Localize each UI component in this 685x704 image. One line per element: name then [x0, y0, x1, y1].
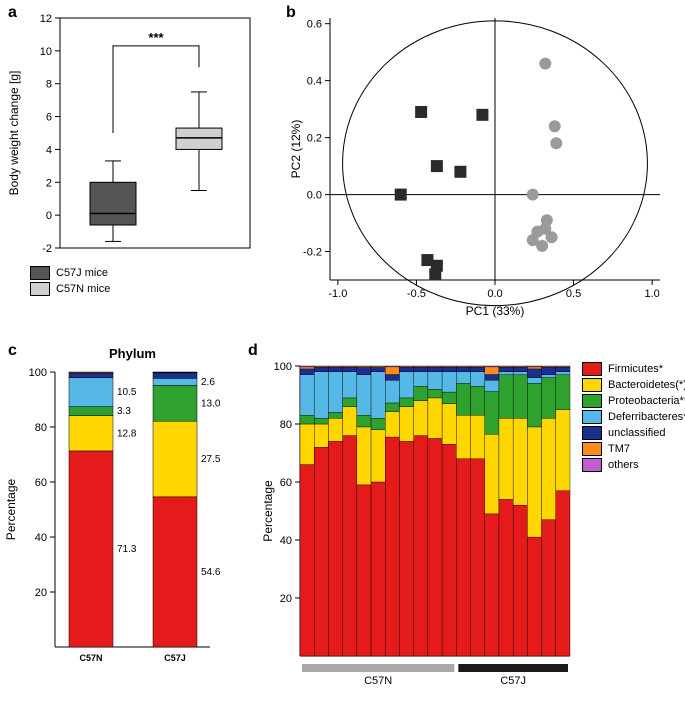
- svg-text:0.4: 0.4: [307, 76, 322, 88]
- svg-text:0.0: 0.0: [487, 288, 502, 300]
- svg-text:PC1 (33%): PC1 (33%): [466, 304, 525, 318]
- svg-text:10.5: 10.5: [117, 387, 137, 398]
- svg-text:Percentage: Percentage: [261, 480, 275, 542]
- svg-text:-0.5: -0.5: [407, 288, 426, 300]
- svg-text:-2: -2: [42, 243, 52, 255]
- svg-text:-0.2: -0.2: [303, 247, 322, 259]
- svg-text:13.0: 13.0: [201, 398, 221, 409]
- svg-text:***: ***: [148, 30, 164, 45]
- svg-text:Phylum: Phylum: [109, 346, 156, 361]
- svg-text:C57N: C57N: [79, 653, 102, 663]
- svg-text:20: 20: [280, 593, 292, 605]
- svg-text:0.2: 0.2: [307, 133, 322, 145]
- svg-text:8: 8: [46, 79, 52, 91]
- svg-text:12: 12: [40, 13, 52, 25]
- svg-text:54.6: 54.6: [201, 567, 221, 578]
- svg-text:100: 100: [29, 367, 47, 379]
- svg-text:12.8: 12.8: [117, 428, 137, 439]
- panel-a-legend: C57J miceC57N mice: [30, 266, 110, 298]
- svg-text:6: 6: [46, 112, 52, 124]
- panel-label: d: [248, 342, 258, 360]
- svg-text:60: 60: [35, 477, 47, 489]
- svg-text:1.0: 1.0: [644, 288, 659, 300]
- panel-b-pca: -1.0 -0.5 0.0 0.5 1.0 -0.2 0.0 0.2 0.4 0.6 PC1 (33…: [290, 0, 685, 317]
- panel-d-samples: 20406080100PercentageC57NC57JFirmicutes*…: [260, 342, 680, 697]
- svg-text:80: 80: [280, 419, 292, 431]
- svg-text:80: 80: [35, 422, 47, 434]
- svg-text:PC2 (12%): PC2 (12%): [289, 120, 303, 179]
- svg-text:-1.0: -1.0: [328, 288, 347, 300]
- svg-text:60: 60: [280, 477, 292, 489]
- svg-text:10: 10: [40, 46, 52, 58]
- svg-text:40: 40: [280, 535, 292, 547]
- panel-d-legend: Firmicutes*Bacteroidetes(*)Proteobacteri…: [582, 362, 685, 474]
- svg-text:Body weight change [g]: Body weight change [g]: [7, 71, 21, 196]
- svg-text:100: 100: [274, 361, 292, 373]
- svg-text:0.5: 0.5: [566, 288, 581, 300]
- svg-text:C57J: C57J: [164, 653, 186, 663]
- svg-text:20: 20: [35, 587, 47, 599]
- svg-text:71.3: 71.3: [117, 544, 137, 555]
- svg-text:3.3: 3.3: [117, 406, 131, 417]
- svg-text:0.0: 0.0: [307, 190, 322, 202]
- svg-text:2: 2: [46, 177, 52, 189]
- svg-text:2.6: 2.6: [201, 377, 215, 388]
- svg-text:4: 4: [46, 144, 52, 156]
- panel-a-boxplot: -2024681012Body weight change [g]***C57J…: [0, 0, 260, 263]
- svg-text:C57J: C57J: [500, 675, 526, 687]
- svg-text:C57N: C57N: [364, 675, 392, 687]
- svg-text:27.5: 27.5: [201, 454, 221, 465]
- panel-c-phylum: Phylum 20 40 60 80 100 Percentage 71.3 12.8 3.3 10…: [0, 342, 280, 692]
- svg-text:40: 40: [35, 532, 47, 544]
- svg-text:Percentage: Percentage: [4, 478, 18, 540]
- svg-text:0.6: 0.6: [307, 19, 322, 31]
- svg-text:0: 0: [46, 210, 52, 222]
